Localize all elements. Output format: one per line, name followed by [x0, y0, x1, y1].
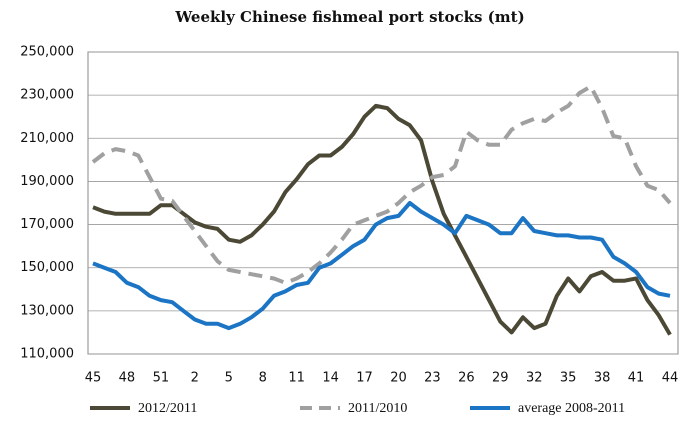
x-tick-label: 17 [356, 371, 373, 386]
legend-label: 2012/2011 [138, 401, 197, 416]
x-tick-label: 5 [225, 371, 233, 386]
x-tick-label: 2 [191, 371, 199, 386]
x-tick-label: 51 [153, 371, 170, 386]
x-tick-label: 11 [288, 371, 305, 386]
legend-label: 2011/2010 [348, 401, 407, 416]
y-tick-label: 210,000 [20, 131, 74, 146]
x-tick-label: 29 [492, 371, 509, 386]
x-tick-label: 44 [662, 371, 679, 386]
series-line [92, 201, 671, 331]
x-tick-label: 35 [560, 371, 577, 386]
y-tick-label: 170,000 [20, 217, 74, 232]
x-tick-label: 32 [526, 371, 543, 386]
x-tick-label: 26 [458, 371, 475, 386]
legend-label: average 2008-2011 [518, 401, 625, 416]
y-tick-label: 110,000 [20, 347, 74, 362]
series-line [92, 103, 672, 336]
x-tick-label: 48 [119, 371, 136, 386]
x-tick-label: 20 [390, 371, 407, 386]
x-tick-label: 45 [85, 371, 102, 386]
x-tick-label: 41 [628, 371, 645, 386]
y-tick-label: 230,000 [20, 88, 74, 103]
x-tick-label: 8 [259, 371, 267, 386]
y-tick-label: 150,000 [20, 260, 74, 275]
y-tick-label: 130,000 [20, 303, 74, 318]
x-tick-label: 38 [594, 371, 611, 386]
x-tick-label: 23 [424, 371, 441, 386]
plot-frame [87, 51, 679, 355]
x-tick-label: 14 [322, 371, 339, 386]
series-line [91, 84, 672, 285]
chart-title: Weekly Chinese fishmeal port stocks (mt) [174, 8, 524, 26]
y-tick-label: 250,000 [20, 45, 74, 60]
y-tick-label: 190,000 [20, 174, 74, 189]
